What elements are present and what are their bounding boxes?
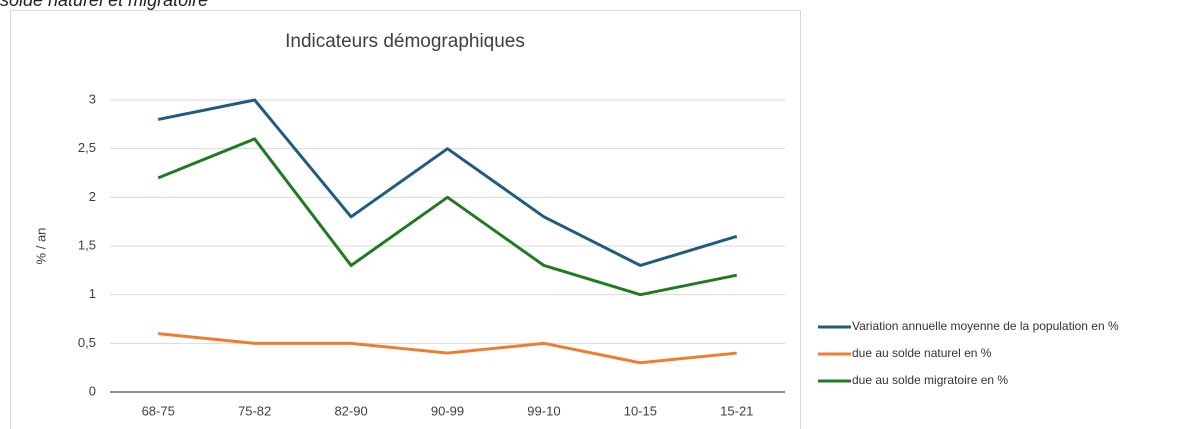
y-tick-label: 3 (89, 91, 96, 106)
y-tick-label: 1 (89, 286, 96, 301)
caption: solde naturel et migratoire (0, 0, 208, 10)
legend-label: due au solde migratoire en % (852, 373, 1008, 387)
legend-label: Variation annuelle moyenne de la populat… (852, 319, 1119, 333)
y-tick-label: 0,5 (78, 335, 96, 350)
y-tick-label: 2,5 (78, 140, 96, 155)
x-tick-label: 10-15 (624, 403, 657, 418)
series-line (158, 332, 737, 365)
chart-frame (10, 10, 801, 429)
series-line (157, 98, 738, 267)
y-tick-label: 1,5 (78, 237, 96, 252)
x-tick-label: 82-90 (334, 403, 367, 418)
x-tick-label: 15-21 (720, 403, 753, 418)
y-tick-label: 0 (89, 383, 96, 398)
x-tick-label: 68-75 (142, 403, 175, 418)
legend-label: due au solde naturel en % (852, 346, 992, 360)
y-tick-label: 2 (89, 189, 96, 204)
x-tick-label: 90-99 (431, 403, 464, 418)
y-axis-label: % / an (33, 228, 48, 265)
series-line (157, 137, 738, 297)
x-tick-label: 75-82 (238, 403, 271, 418)
x-tick-label: 99-10 (527, 403, 560, 418)
chart-title: Indicateurs démographiques (285, 31, 525, 52)
